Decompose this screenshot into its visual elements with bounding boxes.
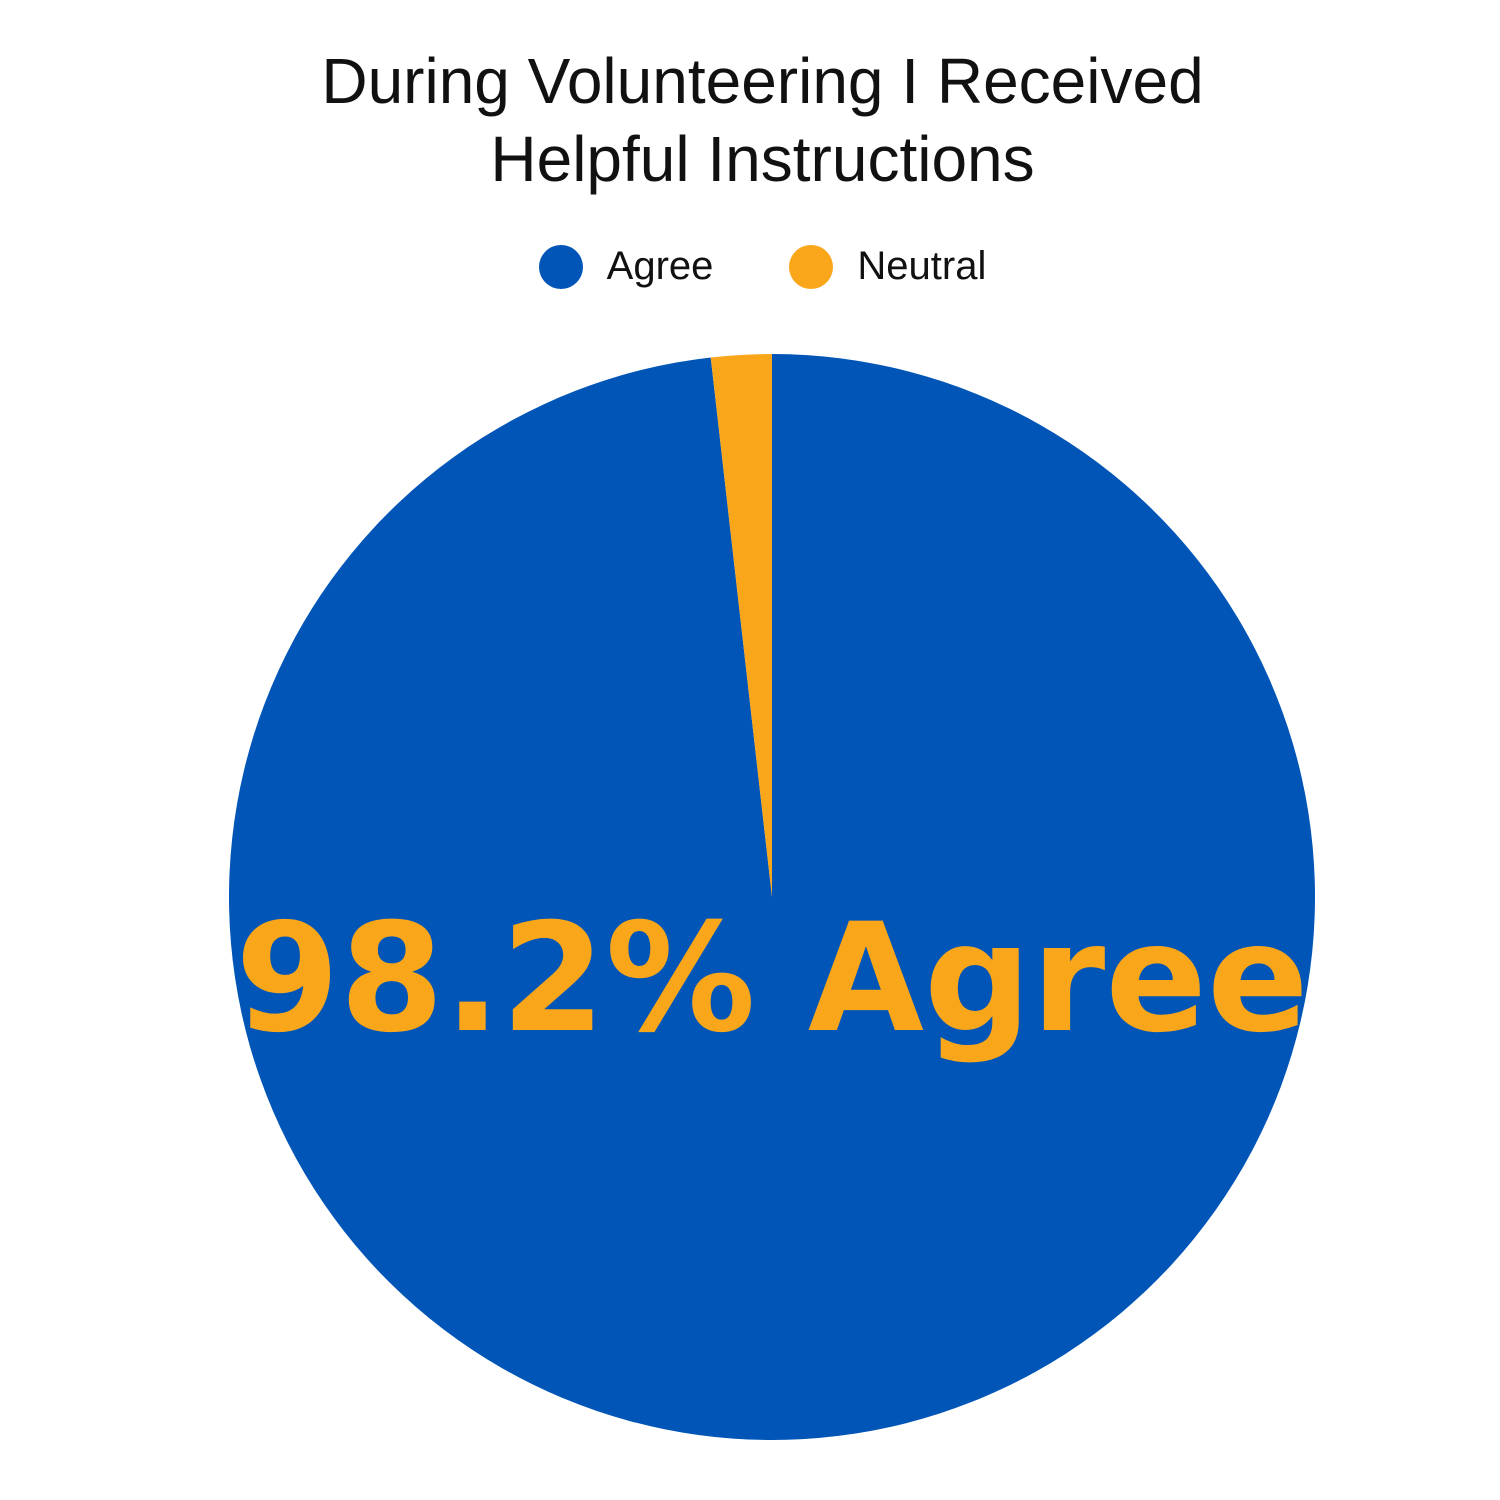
center-percentage-label: 98.2% Agree xyxy=(235,892,1309,1066)
legend-item-neutral: Neutral xyxy=(789,244,986,289)
chart-legend: Agree Neutral xyxy=(0,244,1500,289)
legend-swatch-neutral xyxy=(789,244,834,289)
chart-title: During Volunteering I Received Helpful I… xyxy=(0,42,1500,198)
chart-title-line-2: Helpful Instructions xyxy=(490,123,1035,195)
legend-item-agree: Agree xyxy=(538,244,714,289)
pie-slice-neutral xyxy=(710,354,772,897)
legend-label-agree: Agree xyxy=(606,244,714,288)
legend-label-neutral: Neutral xyxy=(857,244,987,288)
pie-slices xyxy=(228,354,1315,1440)
legend-swatch-agree xyxy=(538,244,583,289)
chart-title-line-1: During Volunteering I Received xyxy=(321,45,1204,117)
pie-slice-agree xyxy=(228,354,1315,1440)
